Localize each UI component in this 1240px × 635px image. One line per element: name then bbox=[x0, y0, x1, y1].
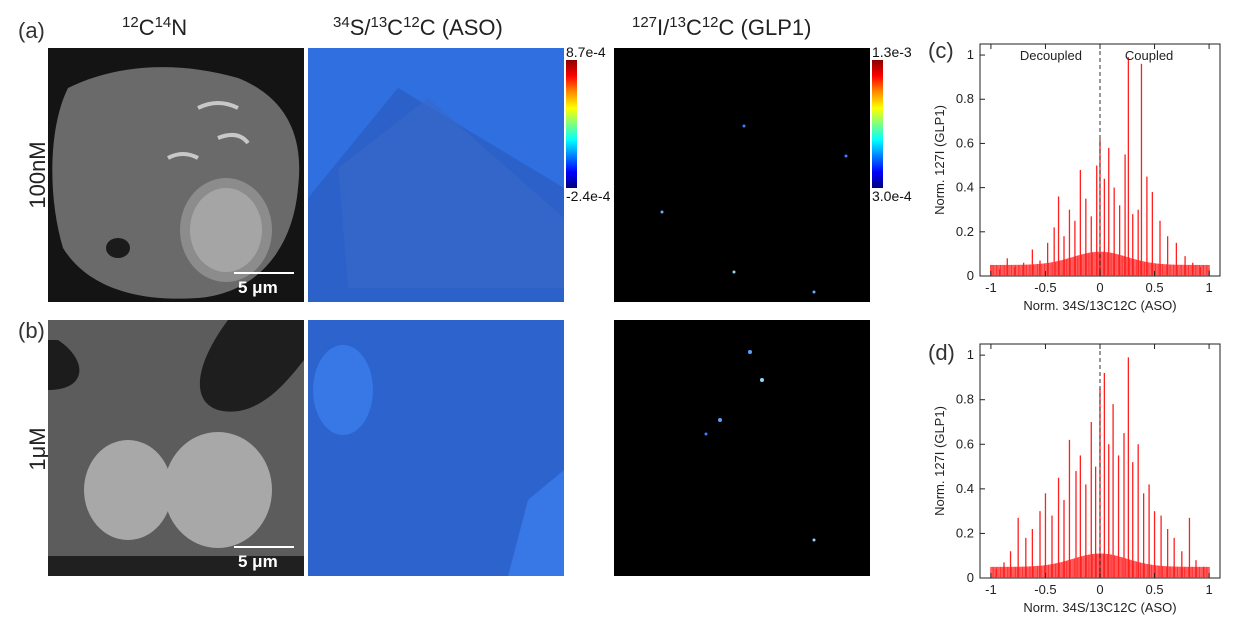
panel-label-d: (d) bbox=[928, 340, 955, 365]
histogram-c: -1 -0.5 0 0.5 1 0 0.2 0.4 0.6 0.8 1 Norm. 34S/13C12… bbox=[932, 43, 1221, 313]
y-tick-label: 0 bbox=[967, 268, 974, 283]
x-tick-label: 0.5 bbox=[1146, 582, 1164, 597]
y-tick-label: 0.2 bbox=[956, 525, 974, 540]
x-tick-label: 1 bbox=[1205, 280, 1212, 295]
y-tick-label: 0 bbox=[967, 570, 974, 585]
annotation-decoupled: Decoupled bbox=[1020, 48, 1082, 63]
y-tick-label: 0.2 bbox=[956, 224, 974, 239]
y-axis-label: Norm. 127I (GLP1) bbox=[932, 105, 947, 215]
x-tick-label: -1 bbox=[985, 280, 997, 295]
column-title-aso: 34S/13C12C (ASO) bbox=[333, 14, 503, 40]
aso-colorbar-max: 8.7e-4 bbox=[566, 44, 606, 60]
x-tick-label: -1 bbox=[985, 582, 997, 597]
x-axis-label: Norm. 34S/13C12C (ASO) bbox=[1023, 298, 1176, 313]
y-tick-label: 0.4 bbox=[956, 180, 974, 195]
panel-label-c: (c) bbox=[928, 38, 954, 63]
glp1-colorbar-min: 3.0e-4 bbox=[872, 188, 912, 204]
x-tick-label: 0 bbox=[1096, 280, 1103, 295]
y-tick-label: 1 bbox=[967, 347, 974, 362]
scale-bar-label-2: 5 μm bbox=[238, 552, 278, 571]
glp1-map-1um bbox=[614, 320, 870, 576]
glp1-map-100nm bbox=[614, 48, 870, 302]
em-image-100nm: 5 μm bbox=[48, 48, 304, 302]
scale-bar-line bbox=[234, 272, 294, 274]
y-axis-label: Norm. 127I (GLP1) bbox=[932, 406, 947, 516]
y-tick-label: 1 bbox=[967, 47, 974, 62]
scale-bar-line-2 bbox=[234, 546, 294, 548]
y-tick-label: 0.6 bbox=[956, 436, 974, 451]
x-tick-label: 1 bbox=[1205, 582, 1212, 597]
column-title-em: 12C14N bbox=[122, 14, 188, 40]
scale-bar-label: 5 μm bbox=[238, 278, 278, 297]
x-tick-label: -0.5 bbox=[1034, 280, 1056, 295]
x-tick-label: 0 bbox=[1096, 582, 1103, 597]
glp1-colorbar bbox=[872, 60, 883, 188]
x-axis-label: Norm. 34S/13C12C (ASO) bbox=[1023, 600, 1176, 615]
aso-map-1um bbox=[308, 320, 564, 576]
histogram-d: -1 -0.5 0 0.5 1 0 0.2 0.4 0.6 0.8 1 Norm. 34S/13C12… bbox=[932, 343, 1221, 615]
aso-map-100nm bbox=[308, 48, 564, 302]
y-tick-label: 0.6 bbox=[956, 135, 974, 150]
panel-label-b: (b) bbox=[18, 318, 45, 343]
glp1-colorbar-max: 1.3e-3 bbox=[872, 44, 912, 60]
em-image-1um: 5 μm bbox=[48, 320, 304, 576]
annotation-coupled: Coupled bbox=[1125, 48, 1173, 63]
panel-label-a: (a) bbox=[18, 18, 45, 43]
x-tick-label: -0.5 bbox=[1034, 582, 1056, 597]
y-tick-label: 0.8 bbox=[956, 91, 974, 106]
aso-colorbar-min: -2.4e-4 bbox=[566, 188, 611, 204]
x-tick-label: 0.5 bbox=[1146, 280, 1164, 295]
column-title-glp: 127I/13C12C (GLP1) bbox=[632, 14, 812, 40]
y-tick-label: 0.8 bbox=[956, 392, 974, 407]
aso-colorbar bbox=[566, 60, 577, 188]
y-tick-label: 0.4 bbox=[956, 481, 974, 496]
